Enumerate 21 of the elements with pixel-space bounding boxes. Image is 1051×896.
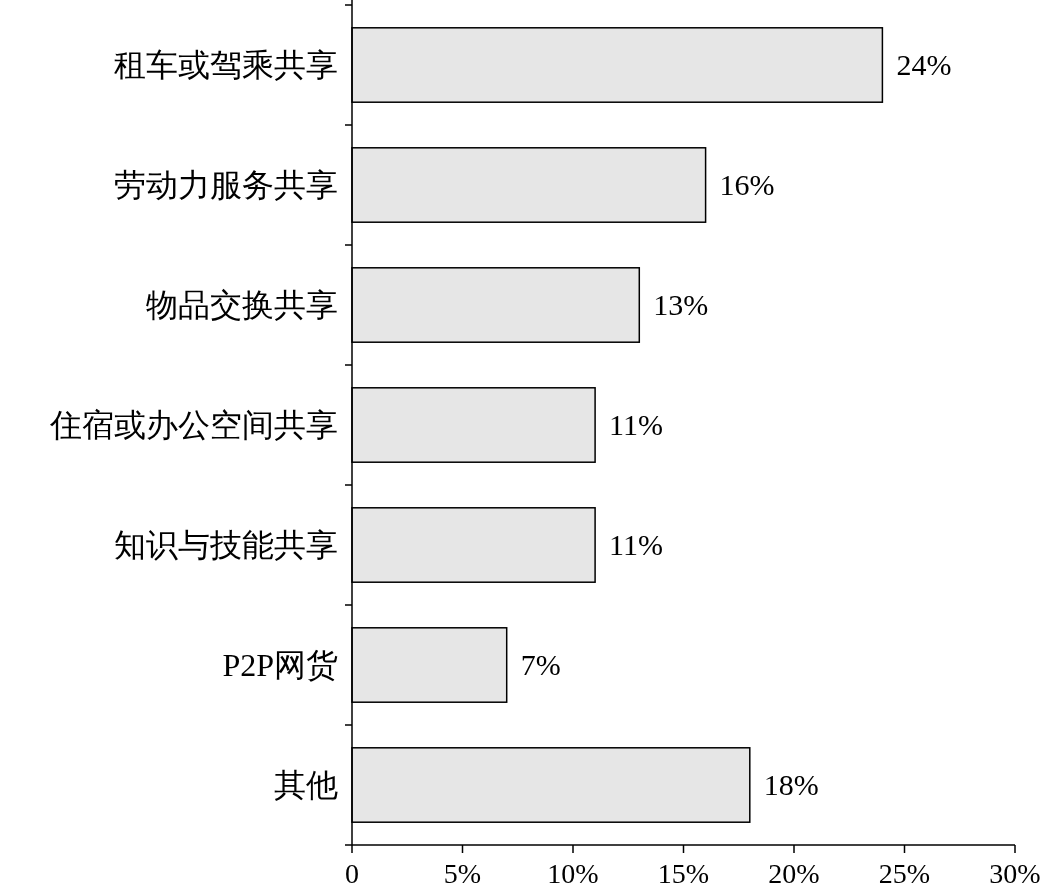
y-tick-label: 知识与技能共享	[114, 527, 338, 563]
data-label: 13%	[653, 288, 709, 321]
data-label: 18%	[763, 768, 819, 801]
y-tick-label: 其他	[274, 767, 338, 803]
data-label: 7%	[520, 648, 561, 681]
x-tick-label: 5%	[443, 858, 482, 889]
data-label: 16%	[719, 168, 775, 201]
y-tick-label: 住宿或办公空间共享	[49, 407, 338, 443]
y-tick-label: 租车或驾乘共享	[114, 47, 338, 83]
data-label: 11%	[609, 408, 663, 441]
y-tick-label: P2P网货	[222, 647, 338, 683]
x-tick-label: 10%	[547, 858, 599, 889]
y-tick-label: 劳动力服务共享	[114, 167, 338, 203]
y-tick-label: 物品交换共享	[146, 287, 338, 323]
x-tick-label: 20%	[768, 858, 820, 889]
data-label: 24%	[896, 48, 952, 81]
x-tick-label: 15%	[657, 858, 710, 889]
data-label: 11%	[609, 528, 663, 561]
x-tick-label: 0	[345, 858, 359, 889]
x-tick-label: 25%	[878, 858, 931, 889]
x-tick-label: 30%	[989, 858, 1041, 889]
